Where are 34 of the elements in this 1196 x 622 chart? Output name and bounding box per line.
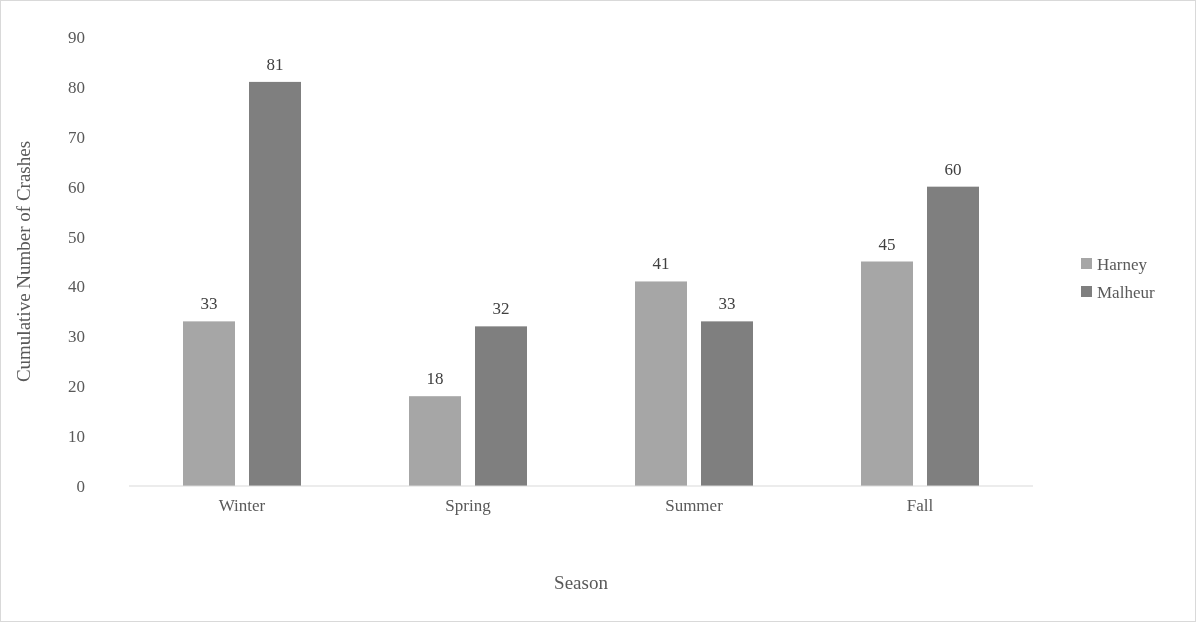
y-tick-label: 60: [68, 177, 85, 197]
bar: [701, 321, 753, 486]
legend-label: Malheur: [1097, 282, 1155, 302]
data-label: 18: [426, 369, 444, 389]
legend-label: Harney: [1097, 254, 1148, 274]
data-label: 41: [652, 254, 670, 274]
y-tick-label: 40: [68, 277, 85, 297]
x-tick-label: Spring: [445, 496, 492, 515]
data-label: 60: [944, 159, 962, 179]
y-tick-label: 0: [76, 476, 85, 496]
y-tick-label: 10: [68, 427, 85, 447]
bar: [183, 321, 235, 486]
y-tick-label: 20: [68, 377, 85, 397]
x-tick-label: Fall: [906, 496, 934, 515]
bar: [635, 281, 687, 486]
y-tick-label: 80: [68, 77, 85, 97]
bar: [475, 326, 527, 486]
y-tick-label: 50: [68, 227, 85, 247]
data-label: 81: [266, 54, 284, 74]
bar: [249, 81, 301, 486]
x-axis-title: Season: [554, 572, 609, 593]
x-tick-label: Winter: [218, 496, 266, 515]
y-tick-label: 90: [68, 27, 85, 47]
y-axis-title: Cumulative Number of Crashes: [13, 140, 34, 383]
data-label: 33: [718, 294, 736, 314]
data-label: 33: [200, 294, 218, 314]
data-label: 45: [878, 234, 896, 254]
y-tick-label: 70: [68, 127, 85, 147]
bar: [861, 261, 913, 486]
bar: [927, 186, 979, 486]
data-label: 32: [492, 299, 510, 319]
x-tick-label: Summer: [665, 496, 724, 515]
y-tick-label: 30: [68, 327, 85, 347]
bar: [409, 396, 461, 486]
